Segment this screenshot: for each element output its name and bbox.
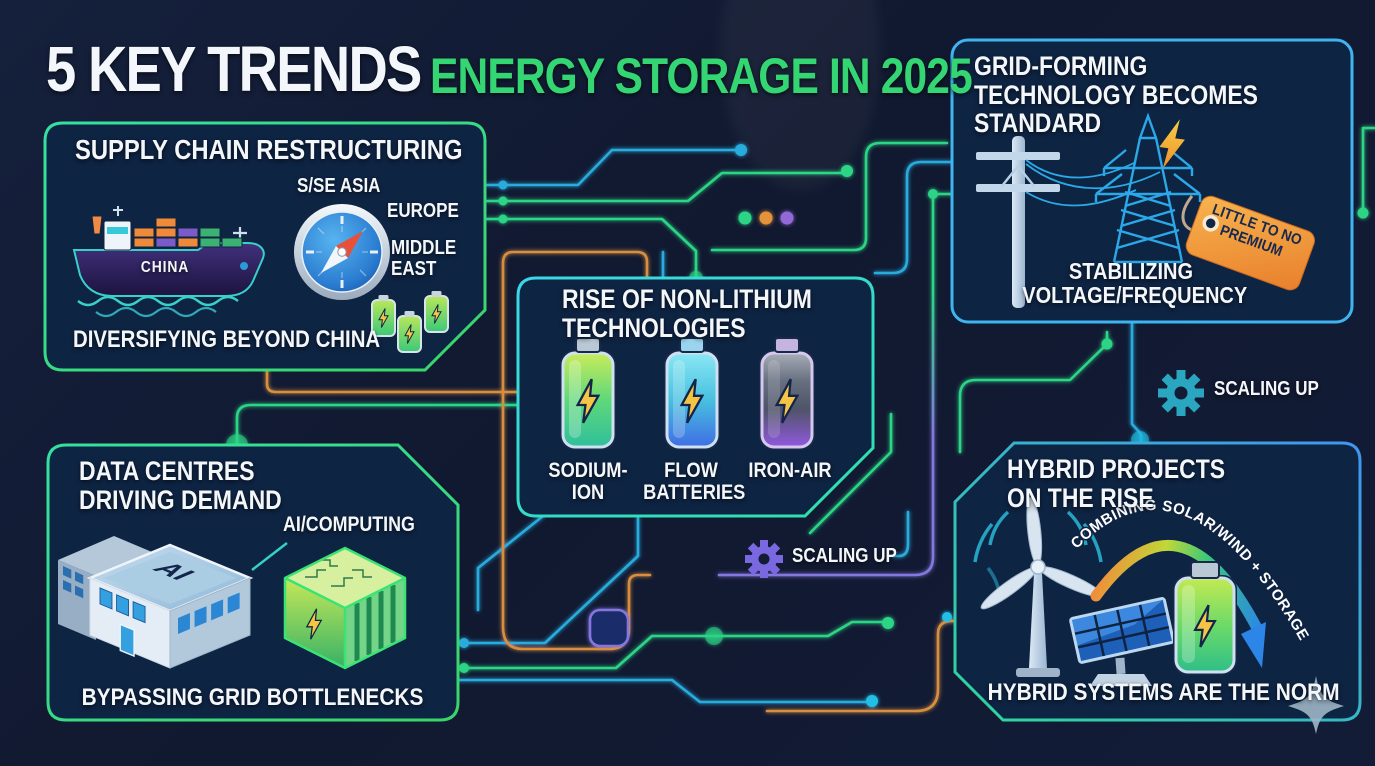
battery-label-sodium: SODIUM-ION [548, 459, 628, 505]
node-dots [459, 144, 1369, 707]
mini-battery-icons [371, 291, 449, 353]
rainbow-arrow-arc-icon [1090, 540, 1266, 668]
circuit-chip [588, 608, 630, 648]
region-label-middle-east: MIDDLE EAST [391, 237, 457, 281]
grid-forming-caption: STABILIZING VOLTAGE/FREQUENCY [1022, 258, 1248, 309]
battery-label-flow: FLOW BATTERIES [643, 459, 746, 505]
hybrid-caption: HYBRID SYSTEMS ARE THE NORM [987, 679, 1340, 706]
grid-forming-heading: GRID-FORMING TECHNOLOGY BECOMES STANDARD [974, 51, 1258, 139]
non-lithium-heading: RISE OF NON-LITHIUM TECHNOLOGIES [562, 284, 812, 343]
gear-icon-center [745, 540, 783, 578]
ai-computing-callout: AI/COMPUTING [283, 513, 415, 536]
title-accent: ENERGY STORAGE IN 2025 [430, 48, 973, 104]
scaling-up-right-label: SCALING UP [1214, 378, 1319, 400]
light-streak [720, 0, 880, 190]
trace-purple [588, 195, 935, 648]
gear-icon-right [1158, 370, 1204, 416]
wind-turbine-icon [973, 496, 1103, 677]
hybrid-battery-icon [1173, 561, 1237, 675]
trace-green [235, 126, 1375, 670]
region-label-asia: S/SE ASIA [297, 175, 381, 197]
cargo-ship-icon [72, 206, 265, 318]
sparkle-icon [1288, 676, 1344, 734]
hybrid-heading: HYBRID PROJECTS ON THE RISE [1007, 454, 1226, 513]
callout-line [251, 542, 288, 571]
circuit-traces [226, 126, 1375, 713]
battery-container-icon [283, 546, 407, 670]
price-tag-icon [1181, 195, 1316, 291]
containers [133, 217, 243, 248]
supply-chain-caption: DIVERSIFYING BEYOND CHINA [73, 326, 381, 353]
scaling-up-center-label: SCALING UP [792, 545, 897, 567]
data-centres-caption: BYPASSING GRID BOTTLENECKS [81, 684, 424, 711]
battery-label-iron: IRON-AIR [748, 459, 832, 482]
transmission-tower-icon [1025, 112, 1202, 264]
region-label-europe: EUROPE [387, 200, 459, 222]
ship-label: CHINA [140, 259, 190, 276]
data-centre-building-icon: AI [58, 536, 288, 669]
compass-icon [294, 204, 390, 300]
title-main: 5 KEY TRENDS [46, 33, 422, 105]
supply-chain-heading: SUPPLY CHAIN RESTRUCTURING [75, 134, 463, 165]
non-lithium-battery-icons [560, 337, 815, 450]
sodium-ion-battery-icon [560, 337, 616, 450]
utility-pole-icon [976, 136, 1060, 308]
data-centres-heading: DATA CENTRES DRIVING DEMAND [79, 456, 282, 515]
solar-panel-icon [1069, 597, 1175, 686]
iron-air-battery-icon [759, 337, 815, 450]
flow-battery-icon [664, 337, 720, 450]
